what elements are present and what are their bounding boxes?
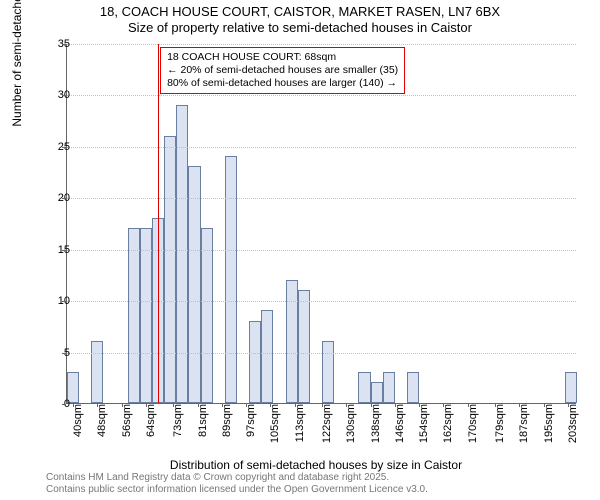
y-tick-label: 10 bbox=[46, 295, 70, 307]
x-tick-label: 40sqm bbox=[72, 404, 84, 437]
y-tick-label: 20 bbox=[46, 192, 70, 204]
y-tick-mark bbox=[62, 95, 66, 96]
histogram-bar bbox=[358, 372, 370, 403]
x-tick-label: 81sqm bbox=[197, 404, 209, 437]
x-tick-label: 187sqm bbox=[518, 404, 530, 443]
x-tick-label: 48sqm bbox=[96, 404, 108, 437]
x-tick-label: 89sqm bbox=[221, 404, 233, 437]
histogram-bar bbox=[407, 372, 419, 403]
y-tick-mark bbox=[62, 147, 66, 148]
histogram-bar bbox=[140, 228, 152, 403]
bars-layer bbox=[67, 44, 576, 403]
y-tick-mark bbox=[62, 353, 66, 354]
histogram-bar bbox=[565, 372, 577, 403]
annotation-box: 18 COACH HOUSE COURT: 68sqm← 20% of semi… bbox=[160, 47, 405, 94]
footer-line-1: Contains HM Land Registry data © Crown c… bbox=[46, 472, 428, 484]
x-tick-label: 179sqm bbox=[494, 404, 506, 443]
x-tick-label: 105sqm bbox=[269, 404, 281, 443]
grid-line bbox=[67, 95, 576, 96]
x-tick-label: 122sqm bbox=[321, 404, 333, 443]
histogram-bar bbox=[128, 228, 140, 403]
grid-line bbox=[67, 353, 576, 354]
x-tick-label: 162sqm bbox=[442, 404, 454, 443]
x-tick-label: 56sqm bbox=[121, 404, 133, 437]
x-tick-label: 203sqm bbox=[567, 404, 579, 443]
chart-title-block: 18, COACH HOUSE COURT, CAISTOR, MARKET R… bbox=[0, 0, 600, 37]
histogram-bar bbox=[176, 105, 188, 403]
annotation-line: 18 COACH HOUSE COURT: 68sqm bbox=[167, 51, 398, 64]
x-axis-title: Distribution of semi-detached houses by … bbox=[46, 458, 586, 472]
y-tick-label: 25 bbox=[46, 141, 70, 153]
footer-line-2: Contains public sector information licen… bbox=[46, 484, 428, 496]
title-line-2: Size of property relative to semi-detach… bbox=[0, 20, 600, 36]
x-tick-label: 64sqm bbox=[145, 404, 157, 437]
y-tick-mark bbox=[62, 44, 66, 45]
histogram-bar bbox=[371, 382, 383, 403]
histogram-bar bbox=[261, 310, 273, 403]
x-tick-label: 97sqm bbox=[245, 404, 257, 437]
y-tick-label: 35 bbox=[46, 38, 70, 50]
x-tick-label: 170sqm bbox=[467, 404, 479, 443]
x-tick-label: 73sqm bbox=[172, 404, 184, 437]
x-tick-label: 113sqm bbox=[294, 404, 306, 442]
histogram-bar bbox=[383, 372, 395, 403]
y-axis-title: Number of semi-detached properties bbox=[10, 0, 24, 127]
grid-line bbox=[67, 301, 576, 302]
y-tick-label: 0 bbox=[46, 398, 70, 410]
x-tick-label: 146sqm bbox=[394, 404, 406, 443]
annotation-line: ← 20% of semi-detached houses are smalle… bbox=[167, 64, 398, 77]
histogram-bar bbox=[188, 166, 200, 403]
grid-line bbox=[67, 147, 576, 148]
histogram-bar bbox=[201, 228, 213, 403]
histogram-bar bbox=[225, 156, 237, 403]
histogram-bar bbox=[91, 341, 103, 403]
x-tick-label: 195sqm bbox=[543, 404, 555, 443]
x-tick-label: 130sqm bbox=[345, 404, 357, 443]
y-tick-mark bbox=[62, 198, 66, 199]
annotation-line: 80% of semi-detached houses are larger (… bbox=[167, 77, 398, 90]
y-tick-mark bbox=[62, 301, 66, 302]
footer: Contains HM Land Registry data © Crown c… bbox=[46, 472, 428, 496]
x-tick-label: 138sqm bbox=[370, 404, 382, 443]
y-tick-label: 5 bbox=[46, 347, 70, 359]
chart-wrapper: Number of semi-detached properties 18 CO… bbox=[46, 44, 586, 404]
grid-line bbox=[67, 44, 576, 45]
histogram-bar bbox=[298, 290, 310, 403]
grid-line bbox=[67, 198, 576, 199]
reference-line bbox=[158, 44, 159, 403]
plot-area: 18 COACH HOUSE COURT: 68sqm← 20% of semi… bbox=[66, 44, 576, 404]
histogram-bar bbox=[164, 136, 176, 403]
y-tick-mark bbox=[62, 404, 66, 405]
histogram-bar bbox=[286, 280, 298, 403]
grid-line bbox=[67, 250, 576, 251]
x-tick-label: 154sqm bbox=[418, 404, 430, 443]
histogram-bar bbox=[249, 321, 261, 403]
y-tick-mark bbox=[62, 250, 66, 251]
title-line-1: 18, COACH HOUSE COURT, CAISTOR, MARKET R… bbox=[0, 4, 600, 20]
y-tick-label: 30 bbox=[46, 89, 70, 101]
y-tick-label: 15 bbox=[46, 244, 70, 256]
histogram-bar bbox=[322, 341, 334, 403]
